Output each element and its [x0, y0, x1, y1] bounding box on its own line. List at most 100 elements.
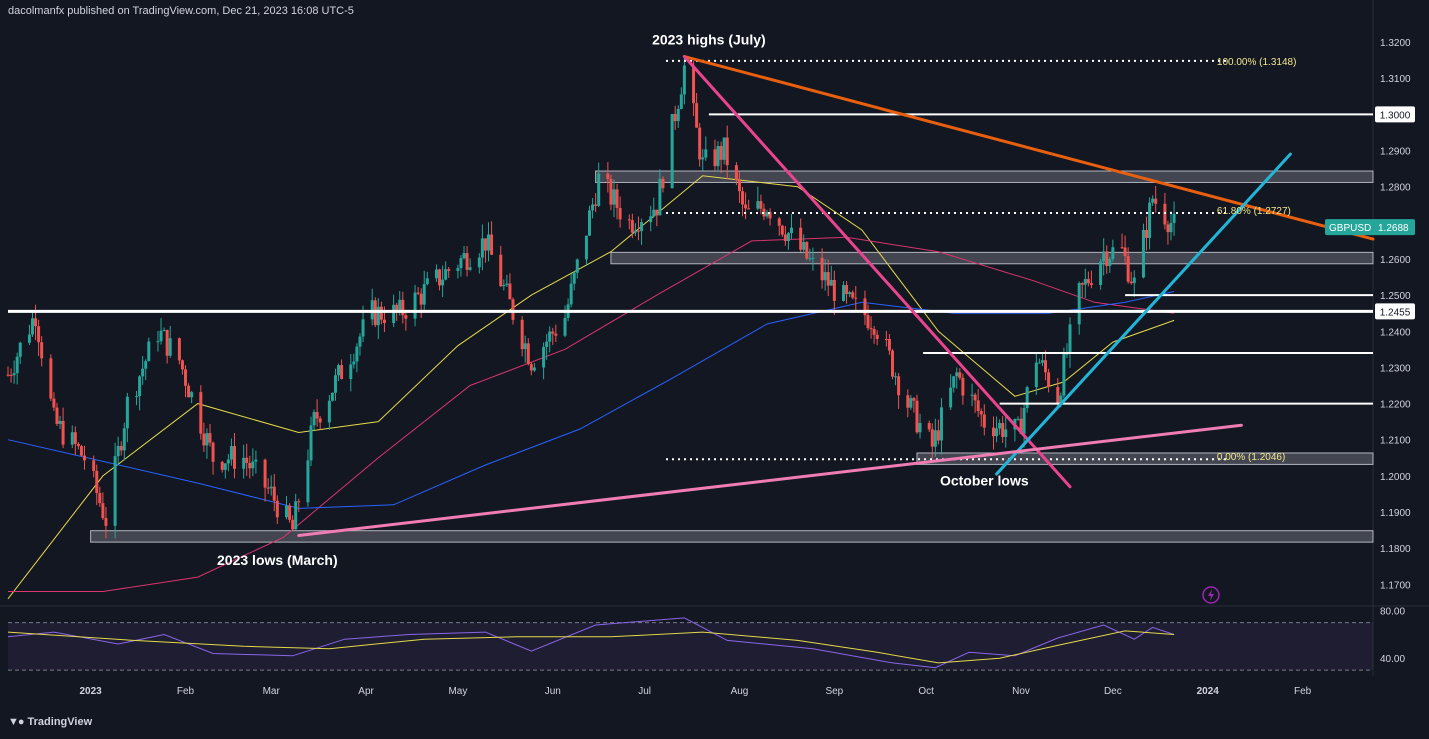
candle-body[interactable]	[58, 420, 62, 424]
candle-body[interactable]	[1037, 362, 1041, 364]
candle-body[interactable]	[315, 412, 319, 419]
candle-body[interactable]	[655, 209, 659, 216]
candle-body[interactable]	[416, 292, 420, 294]
candle-body[interactable]	[76, 443, 80, 447]
candle-body[interactable]	[116, 445, 120, 457]
candle-body[interactable]	[826, 272, 830, 286]
candle-body[interactable]	[695, 103, 699, 128]
candle-body[interactable]	[309, 425, 313, 461]
candle-body[interactable]	[802, 242, 806, 250]
candle-body[interactable]	[829, 279, 833, 286]
candle-body[interactable]	[1132, 277, 1136, 284]
candle-body[interactable]	[349, 364, 353, 380]
candle-body[interactable]	[144, 361, 148, 369]
candle-body[interactable]	[312, 412, 316, 426]
candle-body[interactable]	[939, 407, 943, 441]
candle-body[interactable]	[789, 227, 793, 234]
candle-body[interactable]	[285, 505, 289, 518]
candle-body[interactable]	[52, 398, 56, 408]
lightning-icon[interactable]	[1202, 586, 1220, 604]
candle-body[interactable]	[330, 392, 334, 401]
candle-body[interactable]	[823, 272, 827, 281]
candle-body[interactable]	[6, 374, 10, 376]
candle-body[interactable]	[936, 430, 940, 441]
candle-body[interactable]	[722, 137, 726, 160]
candle-body[interactable]	[545, 341, 549, 347]
candle-body[interactable]	[245, 457, 249, 464]
candle-body[interactable]	[9, 374, 13, 376]
candle-body[interactable]	[358, 336, 362, 347]
candle-body[interactable]	[1001, 423, 1005, 438]
candle-body[interactable]	[630, 220, 634, 233]
candle-body[interactable]	[1151, 198, 1155, 203]
candle-body[interactable]	[37, 326, 41, 343]
candle-body[interactable]	[1086, 279, 1090, 284]
candle-body[interactable]	[872, 329, 876, 335]
candle-body[interactable]	[404, 315, 408, 319]
candle-body[interactable]	[370, 300, 374, 320]
candle-body[interactable]	[444, 269, 448, 280]
candle-body[interactable]	[636, 230, 640, 232]
candle-body[interactable]	[584, 235, 588, 260]
candle-body[interactable]	[1040, 360, 1044, 363]
candle-body[interactable]	[337, 365, 341, 376]
candle-body[interactable]	[854, 297, 858, 299]
candle-body[interactable]	[1129, 281, 1133, 284]
candle-body[interactable]	[30, 318, 34, 335]
candle-body[interactable]	[1166, 224, 1170, 233]
candle-body[interactable]	[477, 257, 481, 268]
candle-body[interactable]	[199, 392, 203, 434]
candle-body[interactable]	[15, 356, 19, 374]
candle-body[interactable]	[92, 460, 96, 471]
candle-body[interactable]	[266, 487, 270, 489]
candle-body[interactable]	[269, 486, 273, 489]
candle-body[interactable]	[1065, 353, 1069, 355]
candle-body[interactable]	[79, 446, 83, 456]
candle-body[interactable]	[318, 418, 322, 423]
candle-body[interactable]	[177, 338, 181, 361]
tradingview-logo[interactable]: ▼● TradingView	[8, 716, 92, 728]
candle-body[interactable]	[401, 299, 405, 316]
candle-body[interactable]	[970, 394, 974, 396]
candle-body[interactable]	[832, 279, 836, 301]
candle-body[interactable]	[1169, 222, 1173, 233]
candle-body[interactable]	[670, 114, 674, 189]
candle-body[interactable]	[1004, 429, 1008, 438]
candle-body[interactable]	[229, 446, 233, 460]
lightning-icon-bolt[interactable]	[1208, 589, 1214, 601]
candle-body[interactable]	[799, 227, 803, 250]
candle-body[interactable]	[1126, 256, 1130, 282]
candle-body[interactable]	[306, 460, 310, 503]
candle-body[interactable]	[887, 339, 891, 351]
candle-body[interactable]	[979, 411, 983, 415]
candle-body[interactable]	[875, 334, 879, 339]
candle-body[interactable]	[692, 65, 696, 104]
candle-body[interactable]	[333, 375, 337, 393]
candle-body[interactable]	[649, 216, 653, 223]
candle-body[interactable]	[744, 204, 748, 209]
candle-body[interactable]	[551, 331, 555, 334]
candle-body[interactable]	[456, 268, 460, 271]
candle-body[interactable]	[205, 433, 209, 446]
candle-body[interactable]	[1022, 408, 1026, 434]
candle-body[interactable]	[392, 304, 396, 324]
candle-body[interactable]	[982, 414, 986, 428]
candle-body[interactable]	[897, 376, 901, 396]
candle-body[interactable]	[327, 400, 331, 423]
candle-body[interactable]	[958, 372, 962, 378]
candle-body[interactable]	[554, 333, 558, 336]
candle-body[interactable]	[379, 306, 383, 320]
candle-body[interactable]	[49, 358, 53, 399]
candle-body[interactable]	[242, 457, 246, 469]
candle-body[interactable]	[588, 210, 592, 236]
candle-body[interactable]	[468, 267, 472, 270]
candle-body[interactable]	[361, 319, 365, 337]
candle-body[interactable]	[952, 376, 956, 388]
candle-body[interactable]	[382, 319, 386, 324]
candle-body[interactable]	[272, 486, 276, 501]
candle-body[interactable]	[933, 430, 937, 447]
candle-body[interactable]	[676, 108, 680, 122]
candle-body[interactable]	[805, 242, 809, 259]
candle-body[interactable]	[627, 219, 631, 221]
candle-body[interactable]	[465, 253, 469, 270]
